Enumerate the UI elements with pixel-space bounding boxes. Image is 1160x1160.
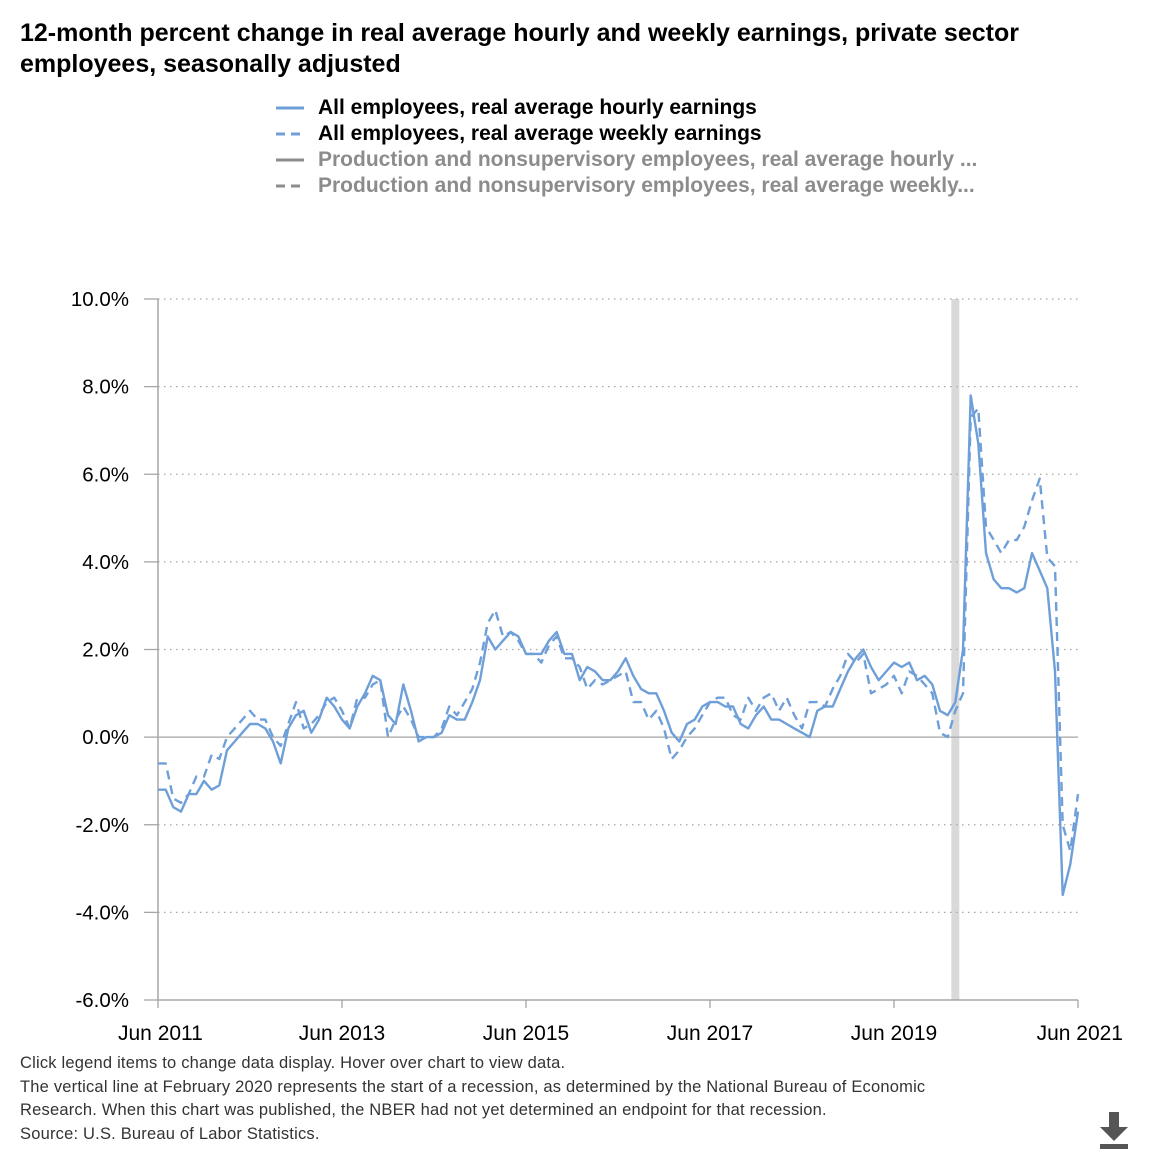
x-tick-label: Jun 2011	[118, 1022, 203, 1045]
x-axis-tick-labels: Jun 2011 Jun 2013 Jun 2015 Jun 2017 Jun 2019…	[118, 1000, 1123, 1045]
y-tick-label: 6.0%	[82, 463, 129, 486]
x-tick-label: Jun 2015	[483, 1022, 569, 1045]
legend-item-production-hourly[interactable]: Production and nonsupervisory employees,…	[276, 147, 1116, 173]
x-tick-label: Jun 2013	[299, 1022, 385, 1045]
y-tick-label: 2.0%	[82, 639, 129, 662]
chart-title: 12-month percent change in real average …	[20, 19, 1019, 78]
legend-swatch-solid-line	[276, 106, 304, 110]
series-line-hourly[interactable]	[158, 394, 1080, 897]
download-button[interactable]	[1094, 1110, 1134, 1150]
chart-footnotes: Click legend items to change data displa…	[20, 1052, 1080, 1146]
series-line-weekly[interactable]	[158, 407, 1080, 853]
recession-shading	[951, 299, 960, 1000]
legend-swatch-solid-line	[276, 158, 304, 162]
footnote-instructions: Click legend items to change data displa…	[20, 1054, 566, 1072]
legend-swatch-dashed-line	[276, 184, 304, 188]
y-tick-label: 0.0%	[82, 726, 129, 749]
y-tick-label: -2.0%	[75, 814, 129, 837]
chart-legend: All employees, real average hourly earni…	[276, 95, 1116, 199]
legend-swatch-dashed-line	[276, 132, 304, 136]
y-tick-label: 4.0%	[82, 551, 129, 574]
x-tick-label: Jun 2017	[667, 1022, 753, 1045]
line-chart[interactable]: 10.0% 8.0% 6.0% 4.0% 2.0% 0.0% -2.0% -4.0% -6.0%…	[0, 0, 1160, 1050]
x-tick-label: Jun 2019	[851, 1022, 937, 1045]
x-tick-label: Jun 2021	[1037, 1022, 1123, 1045]
y-tick-label: 8.0%	[82, 376, 129, 399]
y-tick-label: -6.0%	[75, 989, 129, 1012]
footnote-recession-note: The vertical line at February 2020 repre…	[20, 1077, 926, 1096]
download-icon	[1100, 1112, 1128, 1149]
series-lines	[158, 394, 1080, 897]
y-tick-label: 10.0%	[71, 288, 129, 311]
y-axis-tick-labels: 10.0% 8.0% 6.0% 4.0% 2.0% 0.0% -2.0% -4.0% -6.0%	[71, 288, 129, 1012]
y-tick-label: -4.0%	[75, 901, 129, 924]
legend-item-production-weekly[interactable]: Production and nonsupervisory employees,…	[276, 173, 1116, 199]
legend-item-all-weekly[interactable]: All employees, real average weekly earni…	[276, 121, 1116, 147]
footnote-recession-note-cont: Research. When this chart was published,…	[20, 1101, 827, 1119]
axes	[157, 299, 1078, 1001]
footnote-source: Source: U.S. Bureau of Labor Statistics.	[20, 1124, 320, 1143]
legend-item-all-hourly[interactable]: All employees, real average hourly earni…	[276, 95, 1116, 121]
grid-lines	[144, 298, 1078, 1001]
